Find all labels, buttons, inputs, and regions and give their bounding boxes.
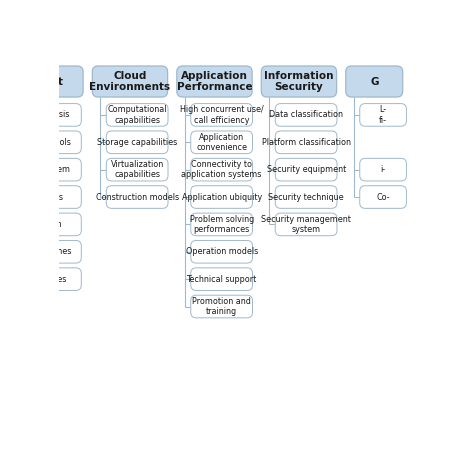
Text: -system: -system (39, 165, 71, 174)
FancyBboxPatch shape (360, 104, 406, 126)
FancyBboxPatch shape (106, 104, 168, 126)
FancyBboxPatch shape (191, 104, 253, 126)
FancyBboxPatch shape (191, 131, 253, 154)
Text: L-
fi-: L- fi- (379, 105, 387, 125)
FancyBboxPatch shape (26, 66, 83, 97)
Text: Co-: Co- (376, 192, 390, 201)
FancyBboxPatch shape (28, 268, 82, 291)
Text: Security technique: Security technique (268, 192, 344, 201)
Text: -gines: -gines (43, 274, 67, 283)
Text: Storage capabilities: Storage capabilities (97, 138, 177, 147)
Text: -nes: -nes (46, 192, 63, 201)
FancyBboxPatch shape (28, 131, 82, 154)
FancyBboxPatch shape (106, 158, 168, 181)
Text: Application
convenience: Application convenience (196, 133, 247, 152)
Text: Security equipment: Security equipment (266, 165, 346, 174)
Text: Promotion and
training: Promotion and training (192, 297, 251, 316)
FancyBboxPatch shape (360, 158, 406, 181)
FancyBboxPatch shape (191, 295, 253, 318)
FancyBboxPatch shape (360, 186, 406, 209)
Text: Cloud
Environments: Cloud Environments (90, 71, 171, 92)
FancyBboxPatch shape (261, 66, 337, 97)
FancyBboxPatch shape (191, 186, 253, 209)
FancyBboxPatch shape (191, 158, 253, 181)
Text: Data classification: Data classification (269, 110, 343, 119)
Text: -rch: -rch (47, 220, 63, 229)
FancyBboxPatch shape (275, 131, 337, 154)
Text: ...t: ...t (46, 76, 63, 87)
Text: Security management
system: Security management system (261, 215, 351, 234)
FancyBboxPatch shape (28, 104, 82, 126)
FancyBboxPatch shape (28, 186, 82, 209)
FancyBboxPatch shape (28, 213, 82, 236)
Text: G: G (370, 76, 379, 87)
FancyBboxPatch shape (275, 186, 337, 209)
Text: Construction models: Construction models (96, 192, 179, 201)
Text: Technical support: Technical support (186, 274, 257, 283)
FancyBboxPatch shape (275, 158, 337, 181)
Text: -nalysis: -nalysis (39, 110, 70, 119)
FancyBboxPatch shape (346, 66, 403, 97)
Text: -engines: -engines (37, 247, 72, 256)
FancyBboxPatch shape (275, 213, 337, 236)
FancyBboxPatch shape (106, 131, 168, 154)
FancyBboxPatch shape (177, 66, 252, 97)
Text: Connectivity to
application systems: Connectivity to application systems (182, 160, 262, 179)
FancyBboxPatch shape (92, 66, 168, 97)
Text: Operation models: Operation models (185, 247, 258, 256)
FancyBboxPatch shape (28, 240, 82, 263)
Text: Computational
capabilities: Computational capabilities (108, 105, 167, 125)
Text: Information
Security: Information Security (264, 71, 334, 92)
Text: Virtualization
capabilities: Virtualization capabilities (110, 160, 164, 179)
FancyBboxPatch shape (191, 240, 253, 263)
FancyBboxPatch shape (191, 213, 253, 236)
Text: Application ubiquity: Application ubiquity (182, 192, 262, 201)
FancyBboxPatch shape (191, 268, 253, 291)
Text: i-: i- (381, 165, 386, 174)
Text: Platform classification: Platform classification (262, 138, 351, 147)
FancyBboxPatch shape (106, 186, 168, 209)
FancyBboxPatch shape (275, 104, 337, 126)
Text: -e pools: -e pools (39, 138, 71, 147)
Text: Problem solving
performances: Problem solving performances (190, 215, 254, 234)
Text: High concurrent use/
call efficiency: High concurrent use/ call efficiency (180, 105, 264, 125)
Text: Application
Performance: Application Performance (177, 71, 252, 92)
FancyBboxPatch shape (28, 158, 82, 181)
